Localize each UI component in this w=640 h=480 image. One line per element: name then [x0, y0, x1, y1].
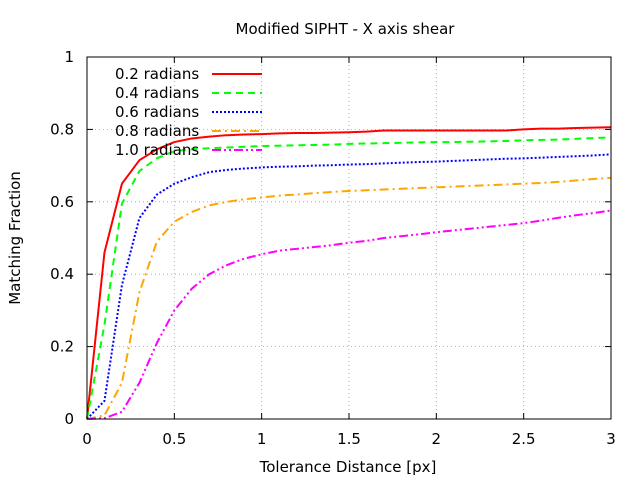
x-tick-label: 2.5: [512, 430, 536, 448]
series-line-3: [86, 153, 612, 420]
axis-ticks: 0 0.5 1 1.5 2 2.5 3 0 0.2 0.4 0.6 0.8 1: [50, 48, 616, 448]
y-tick-label: 0.8: [50, 120, 74, 138]
x-tick-label: 0.5: [162, 430, 186, 448]
y-tick-label: 0.6: [50, 193, 74, 211]
series-line-1: [86, 126, 612, 420]
x-tick-label: 0: [82, 430, 92, 448]
y-tick-label: 1: [64, 48, 74, 66]
legend-label-5: 1.0 radians: [115, 141, 199, 159]
legend-label-3: 0.6 radians: [115, 103, 199, 121]
legend-label-2: 0.4 radians: [115, 84, 199, 102]
x-tick-label: 1.5: [337, 430, 361, 448]
x-tick-label: 1: [257, 430, 267, 448]
series-line-5: [86, 209, 612, 420]
series-line-4: [86, 176, 612, 420]
y-tick-label: 0: [64, 410, 74, 428]
x-tick-label: 2: [432, 430, 442, 448]
chart-title: Modified SIPHT - X axis shear: [236, 20, 456, 38]
legend-label-4: 0.8 radians: [115, 122, 199, 140]
legend-label-1: 0.2 radians: [115, 65, 199, 83]
series-lines: [86, 126, 612, 420]
y-tick-label: 0.4: [50, 265, 74, 283]
x-tick-label: 3: [606, 430, 616, 448]
y-axis-label: Matching Fraction: [6, 171, 24, 305]
series-line-2: [86, 136, 612, 420]
x-axis-label: Tolerance Distance [px]: [259, 458, 437, 476]
y-tick-label: 0.2: [50, 338, 74, 356]
